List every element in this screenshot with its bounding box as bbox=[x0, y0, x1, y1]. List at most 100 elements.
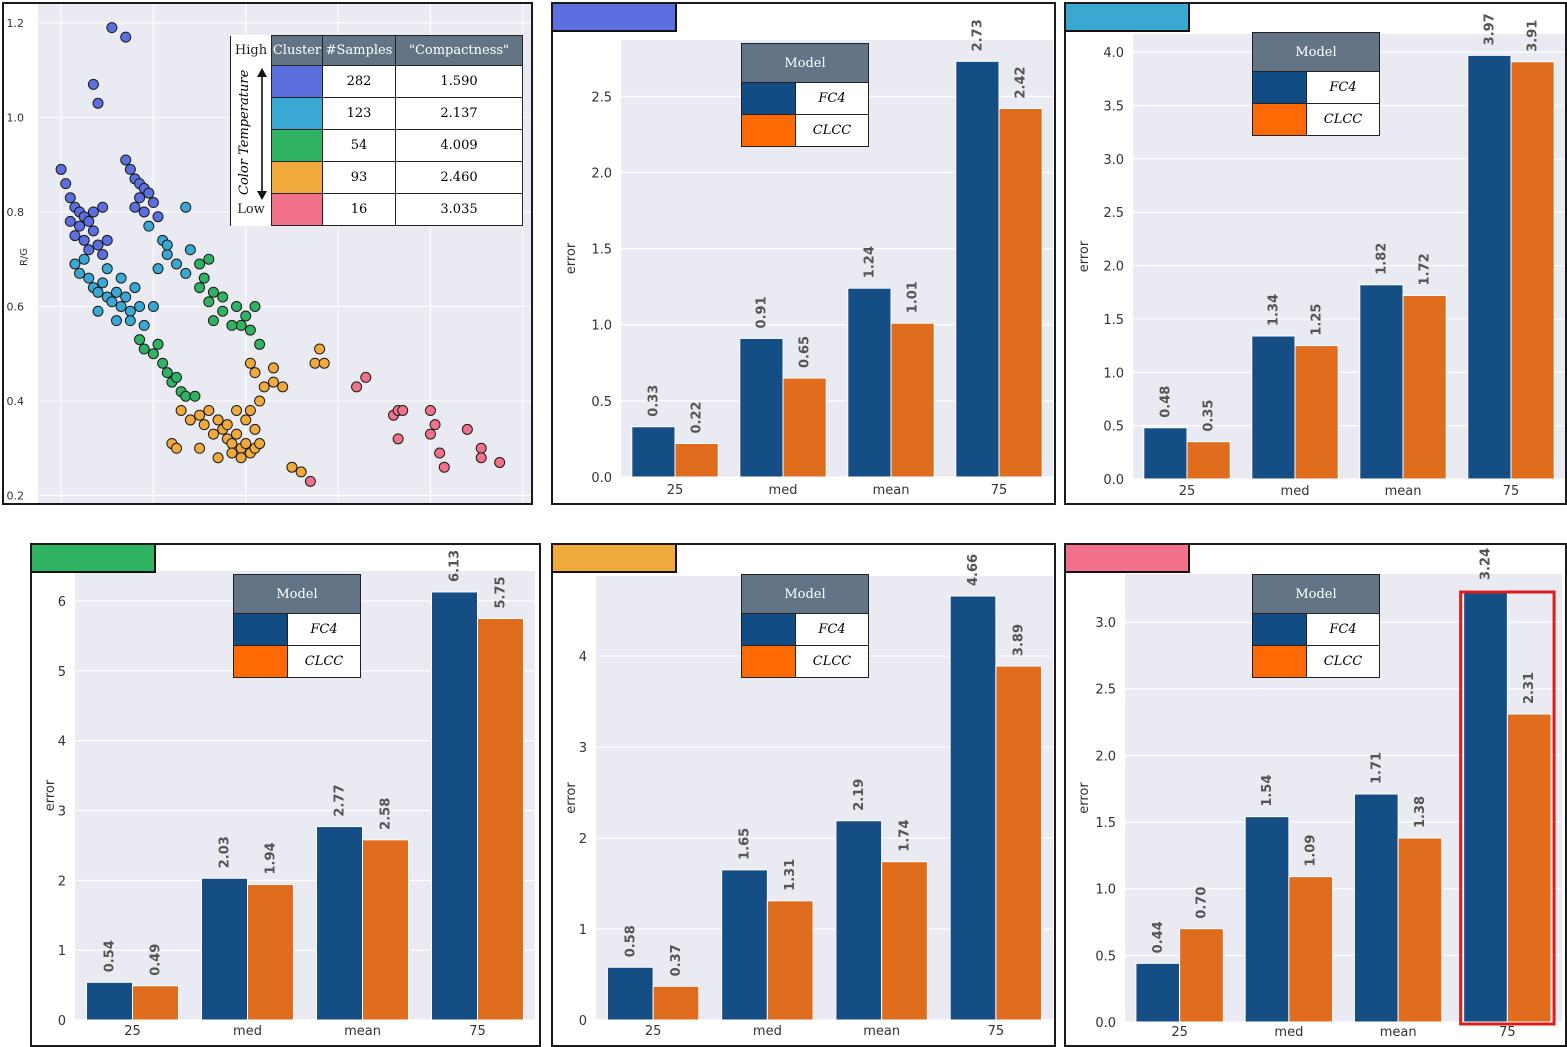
scatter-point bbox=[231, 300, 243, 312]
scatter-point bbox=[124, 163, 136, 175]
data-label: 5.75 bbox=[494, 576, 509, 608]
scatter-point bbox=[194, 442, 206, 454]
y-tick-label: 0 bbox=[58, 1014, 66, 1029]
scatter-point bbox=[221, 419, 233, 431]
scatter-point bbox=[124, 315, 136, 327]
scatter-point bbox=[83, 272, 95, 284]
high-label: High bbox=[230, 35, 272, 66]
bar-fc4 bbox=[631, 426, 676, 478]
data-label: 0.35 bbox=[1202, 400, 1217, 432]
bar-fc4 bbox=[606, 966, 654, 1021]
data-label: 0.48 bbox=[1158, 386, 1173, 418]
bar-fc4 bbox=[835, 820, 883, 1021]
highlight-box bbox=[1459, 590, 1556, 1026]
data-label: 1.71 bbox=[1369, 752, 1384, 784]
bar-fc4 bbox=[955, 60, 1000, 478]
scatter-point bbox=[235, 452, 247, 464]
scatter-point bbox=[97, 249, 109, 260]
scatter-point bbox=[226, 319, 238, 331]
model-legend: Model FC4 CLCC bbox=[233, 574, 361, 678]
bar-clcc bbox=[674, 443, 719, 478]
scatter-point bbox=[194, 409, 206, 421]
samples-cell: 16 bbox=[322, 193, 396, 226]
bar-fc4 bbox=[1143, 427, 1188, 480]
scatter-point bbox=[124, 305, 136, 317]
data-label: 1.74 bbox=[897, 820, 912, 852]
y-tick-label: 4 bbox=[58, 735, 66, 750]
legend-title: Model bbox=[741, 574, 869, 614]
scatter-point bbox=[318, 357, 330, 369]
x-tick-label: 25 bbox=[667, 483, 684, 498]
fc4-swatch bbox=[741, 613, 796, 646]
data-label: 2.77 bbox=[333, 784, 348, 816]
bar-chart-cluster-4: 0 1 2 3 4 error 25 0.58 0.37 med 1.65 1.31 mean 2.19 1… bbox=[564, 554, 1053, 1039]
scatter-point bbox=[171, 442, 183, 454]
cluster-color-tag bbox=[553, 545, 677, 573]
model-legend: Model FC4 CLCC bbox=[741, 574, 869, 678]
y-tick-label: 3.0 bbox=[1103, 153, 1124, 168]
header-cluster: Cluster bbox=[271, 35, 323, 66]
bar-fc4 bbox=[1467, 54, 1512, 480]
data-label: 1.94 bbox=[264, 842, 279, 874]
scatter-point bbox=[198, 272, 210, 284]
scatter-point bbox=[161, 239, 173, 251]
table-row: 123 2.137 bbox=[231, 97, 523, 130]
y-tick-label: 0.0 bbox=[1103, 473, 1124, 488]
scatter-point bbox=[207, 315, 219, 327]
scatter-point bbox=[217, 291, 229, 303]
scatter-point bbox=[101, 263, 113, 275]
x-tick-label: 75 bbox=[469, 1024, 486, 1039]
scatter-point bbox=[434, 447, 446, 459]
fc4-swatch bbox=[233, 613, 288, 646]
scatter-point bbox=[267, 362, 279, 374]
y-tick-label: 0.8 bbox=[7, 206, 25, 219]
scatter-point bbox=[429, 419, 441, 431]
y-tick-label: 3.0 bbox=[1095, 616, 1116, 631]
y-axis-label: error bbox=[564, 782, 579, 814]
compactness-cell: 2.137 bbox=[395, 97, 523, 130]
scatter-point bbox=[475, 442, 487, 454]
clcc-swatch bbox=[233, 645, 288, 678]
cluster-swatch bbox=[271, 161, 323, 194]
scatter-point bbox=[101, 234, 113, 246]
scatter-point bbox=[120, 154, 132, 166]
y-axis-label: R/G bbox=[19, 248, 30, 266]
scatter-point bbox=[314, 343, 326, 355]
x-tick-label: med bbox=[1274, 1025, 1303, 1040]
cluster-swatch bbox=[271, 193, 323, 226]
data-label: 0.33 bbox=[646, 385, 661, 417]
bar-fc4 bbox=[1359, 284, 1404, 480]
scatter-point bbox=[152, 263, 164, 275]
data-label: 0.22 bbox=[690, 401, 705, 433]
scatter-point bbox=[231, 428, 243, 440]
table-row: Low 16 3.035 bbox=[230, 193, 523, 226]
y-tick-label: 1.0 bbox=[591, 319, 612, 334]
data-label: 0.37 bbox=[669, 944, 684, 976]
scatter-point bbox=[397, 404, 409, 416]
y-tick-label: 1.0 bbox=[7, 111, 25, 124]
bar-clcc bbox=[1179, 928, 1224, 1023]
bar-clcc bbox=[362, 839, 409, 1021]
scatter-point bbox=[64, 192, 76, 204]
bar-panel-cluster-1: 0.0 0.5 1.0 1.5 2.0 2.5 error 25 0.33 0.22 med 0.91… bbox=[551, 2, 1056, 505]
x-tick-label: mean bbox=[1380, 1025, 1417, 1040]
bar-clcc bbox=[652, 985, 700, 1021]
legend-clcc-label: CLCC bbox=[1306, 645, 1380, 678]
scatter-point bbox=[267, 376, 279, 388]
scatter-point bbox=[106, 22, 118, 34]
bar-fc4 bbox=[847, 287, 892, 478]
color-temperature-label: Color Temperature bbox=[237, 69, 252, 195]
scatter-point bbox=[189, 390, 201, 402]
y-tick-label: 3.5 bbox=[1103, 99, 1124, 114]
scatter-point bbox=[286, 461, 298, 473]
y-tick-label: 3 bbox=[58, 805, 66, 820]
scatter-point bbox=[184, 244, 196, 256]
cluster-swatch bbox=[271, 97, 323, 130]
scatter-point bbox=[217, 305, 229, 317]
scatter-point bbox=[254, 438, 266, 450]
data-label: 6.13 bbox=[448, 550, 463, 582]
scatter-point bbox=[106, 296, 118, 308]
scatter-point bbox=[78, 253, 90, 265]
bar-fc4 bbox=[1353, 793, 1399, 1023]
data-label: 1.25 bbox=[1310, 304, 1325, 336]
